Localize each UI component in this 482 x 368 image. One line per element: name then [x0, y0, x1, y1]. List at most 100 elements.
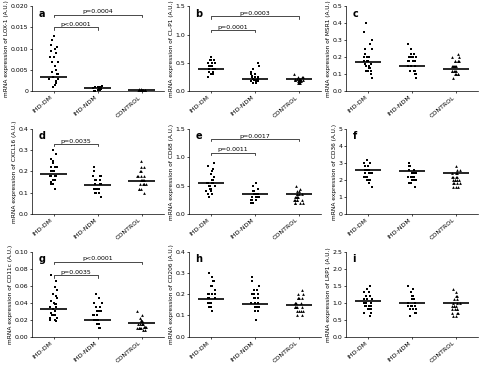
Point: [248, 194, 256, 200]
Point: [361, 300, 368, 305]
Point: [211, 287, 218, 293]
Y-axis label: mRNA expression of CXCL16 (A.U.): mRNA expression of CXCL16 (A.U.): [12, 120, 17, 223]
Point: [299, 74, 307, 80]
Point: [252, 80, 260, 86]
Point: [50, 300, 58, 305]
Point: [52, 318, 60, 324]
Point: [211, 183, 219, 189]
Text: b: b: [195, 9, 202, 19]
Point: [291, 194, 299, 200]
Point: [293, 194, 301, 200]
Point: [140, 173, 148, 179]
Point: [51, 308, 59, 314]
Point: [204, 291, 212, 297]
Point: [451, 177, 458, 183]
Point: [140, 88, 148, 94]
Point: [249, 76, 257, 82]
Point: [94, 312, 101, 318]
Point: [365, 180, 373, 186]
Point: [255, 304, 263, 310]
Point: [48, 37, 56, 43]
Point: [137, 318, 145, 324]
Point: [94, 317, 102, 323]
Point: [52, 80, 59, 86]
Point: [94, 87, 102, 93]
Point: [455, 184, 462, 190]
Text: p=0.0011: p=0.0011: [217, 147, 248, 152]
Point: [368, 37, 375, 43]
Point: [142, 181, 149, 187]
Point: [52, 317, 59, 323]
Point: [211, 60, 219, 66]
Point: [249, 200, 257, 206]
Point: [365, 290, 373, 296]
Point: [367, 41, 375, 47]
Point: [410, 170, 417, 176]
Point: [96, 87, 104, 93]
Point: [134, 88, 142, 94]
Point: [410, 177, 418, 183]
Point: [367, 68, 375, 74]
Point: [48, 312, 56, 318]
Point: [362, 174, 370, 180]
Point: [295, 191, 303, 197]
Point: [454, 310, 461, 316]
Point: [46, 54, 54, 60]
Point: [52, 50, 60, 56]
Point: [412, 177, 420, 183]
Point: [250, 66, 257, 72]
Point: [209, 180, 216, 186]
Point: [455, 54, 463, 60]
Point: [90, 85, 97, 91]
Text: p=0.0004: p=0.0004: [82, 9, 113, 14]
Point: [411, 310, 418, 316]
Point: [206, 57, 214, 63]
Point: [51, 33, 58, 39]
Point: [298, 74, 306, 80]
Point: [51, 173, 59, 179]
Point: [49, 181, 57, 187]
Point: [95, 185, 103, 191]
Point: [298, 197, 306, 203]
Point: [91, 164, 98, 170]
Point: [96, 86, 104, 92]
Point: [134, 88, 142, 93]
Point: [250, 287, 258, 293]
Point: [141, 88, 149, 93]
Text: e: e: [195, 131, 202, 141]
Point: [211, 57, 218, 63]
Point: [297, 300, 305, 305]
Point: [211, 66, 218, 72]
Point: [294, 308, 301, 314]
Point: [297, 77, 305, 83]
Point: [365, 167, 373, 173]
Point: [136, 315, 144, 321]
Point: [362, 20, 370, 26]
Point: [47, 164, 55, 170]
Point: [207, 188, 214, 194]
Point: [363, 296, 371, 302]
Point: [451, 307, 459, 312]
Point: [135, 325, 143, 331]
Point: [207, 188, 214, 194]
Point: [251, 308, 259, 314]
Point: [367, 303, 375, 309]
Point: [206, 185, 214, 191]
Point: [453, 170, 460, 176]
Point: [95, 190, 103, 196]
Point: [411, 184, 418, 190]
Point: [48, 173, 55, 179]
Point: [136, 88, 144, 93]
Point: [134, 173, 142, 179]
Point: [95, 325, 103, 331]
Point: [137, 86, 145, 92]
Point: [207, 300, 214, 305]
Point: [92, 181, 99, 187]
Point: [362, 51, 369, 57]
Point: [361, 174, 369, 180]
Point: [448, 68, 455, 74]
Point: [361, 160, 368, 166]
Point: [209, 68, 217, 74]
Point: [411, 68, 418, 74]
Point: [95, 85, 103, 91]
